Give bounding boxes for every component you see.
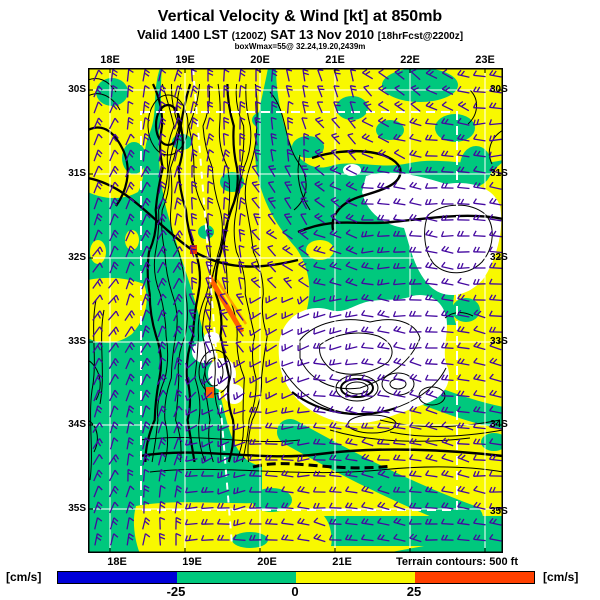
colorbar-tick-neg25: -25: [166, 584, 186, 599]
axis-right-34s: 34S: [490, 419, 508, 430]
chart-footnote: boxWmax=55@ 32.24,19.20,2439m: [234, 42, 366, 51]
axis-right-35s: 35S: [490, 506, 508, 517]
axis-left-31s: 31S: [68, 168, 86, 179]
colorbar-unit-left: [cm/s]: [6, 570, 42, 584]
axis-top-18e: 18E: [100, 54, 120, 66]
axis-top-23e: 23E: [475, 54, 495, 66]
colorbar-unit-right: [cm/s]: [543, 570, 579, 584]
colorbar-segment-blue: [58, 572, 177, 583]
axis-left-30s: 30S: [68, 84, 86, 95]
vertical-velocity-map: [88, 68, 503, 553]
axis-left-32s: 32S: [68, 252, 86, 263]
axis-bottom-21e: 21E: [332, 556, 352, 568]
chart-subtitle: Valid 1400 LST (1200Z) SAT 13 Nov 2010 […: [0, 27, 600, 42]
axis-top-22e: 22E: [400, 54, 420, 66]
axis-right-32s: 32S: [490, 252, 508, 263]
axis-top-21e: 21E: [325, 54, 345, 66]
axis-left-35s: 35S: [68, 503, 86, 514]
axis-left-34s: 34S: [68, 419, 86, 430]
colorbar-segment-yellow: [296, 572, 415, 583]
axis-left-33s: 33S: [68, 336, 86, 347]
axis-top-19e: 19E: [175, 54, 195, 66]
axis-right-33s: 33S: [490, 336, 508, 347]
axis-right-31s: 31S: [490, 168, 508, 179]
terrain-contours-note: Terrain contours: 500 ft: [395, 556, 518, 568]
valid-time: Valid 1400 LST: [136, 27, 228, 42]
axis-top-20e: 20E: [250, 54, 270, 66]
axis-bottom-20e: 20E: [257, 556, 277, 568]
axis-bottom-18e: 18E: [107, 556, 127, 568]
chart-title: Vertical Velocity & Wind [kt] at 850mb: [157, 8, 443, 25]
colorbar-segment-green: [177, 572, 296, 583]
valid-date: SAT 13 Nov 2010: [270, 27, 375, 42]
colorbar: [57, 571, 535, 584]
valid-utc: (1200Z): [231, 31, 267, 42]
colorbar-segment-orange: [415, 572, 534, 583]
colorbar-tick-25: 25: [406, 584, 422, 599]
axis-right-30s: 30S: [490, 84, 508, 95]
axis-bottom-19e: 19E: [182, 556, 202, 568]
colorbar-tick-0: 0: [291, 584, 299, 599]
forecast-run: [18hrFcst@2200z]: [377, 31, 464, 42]
